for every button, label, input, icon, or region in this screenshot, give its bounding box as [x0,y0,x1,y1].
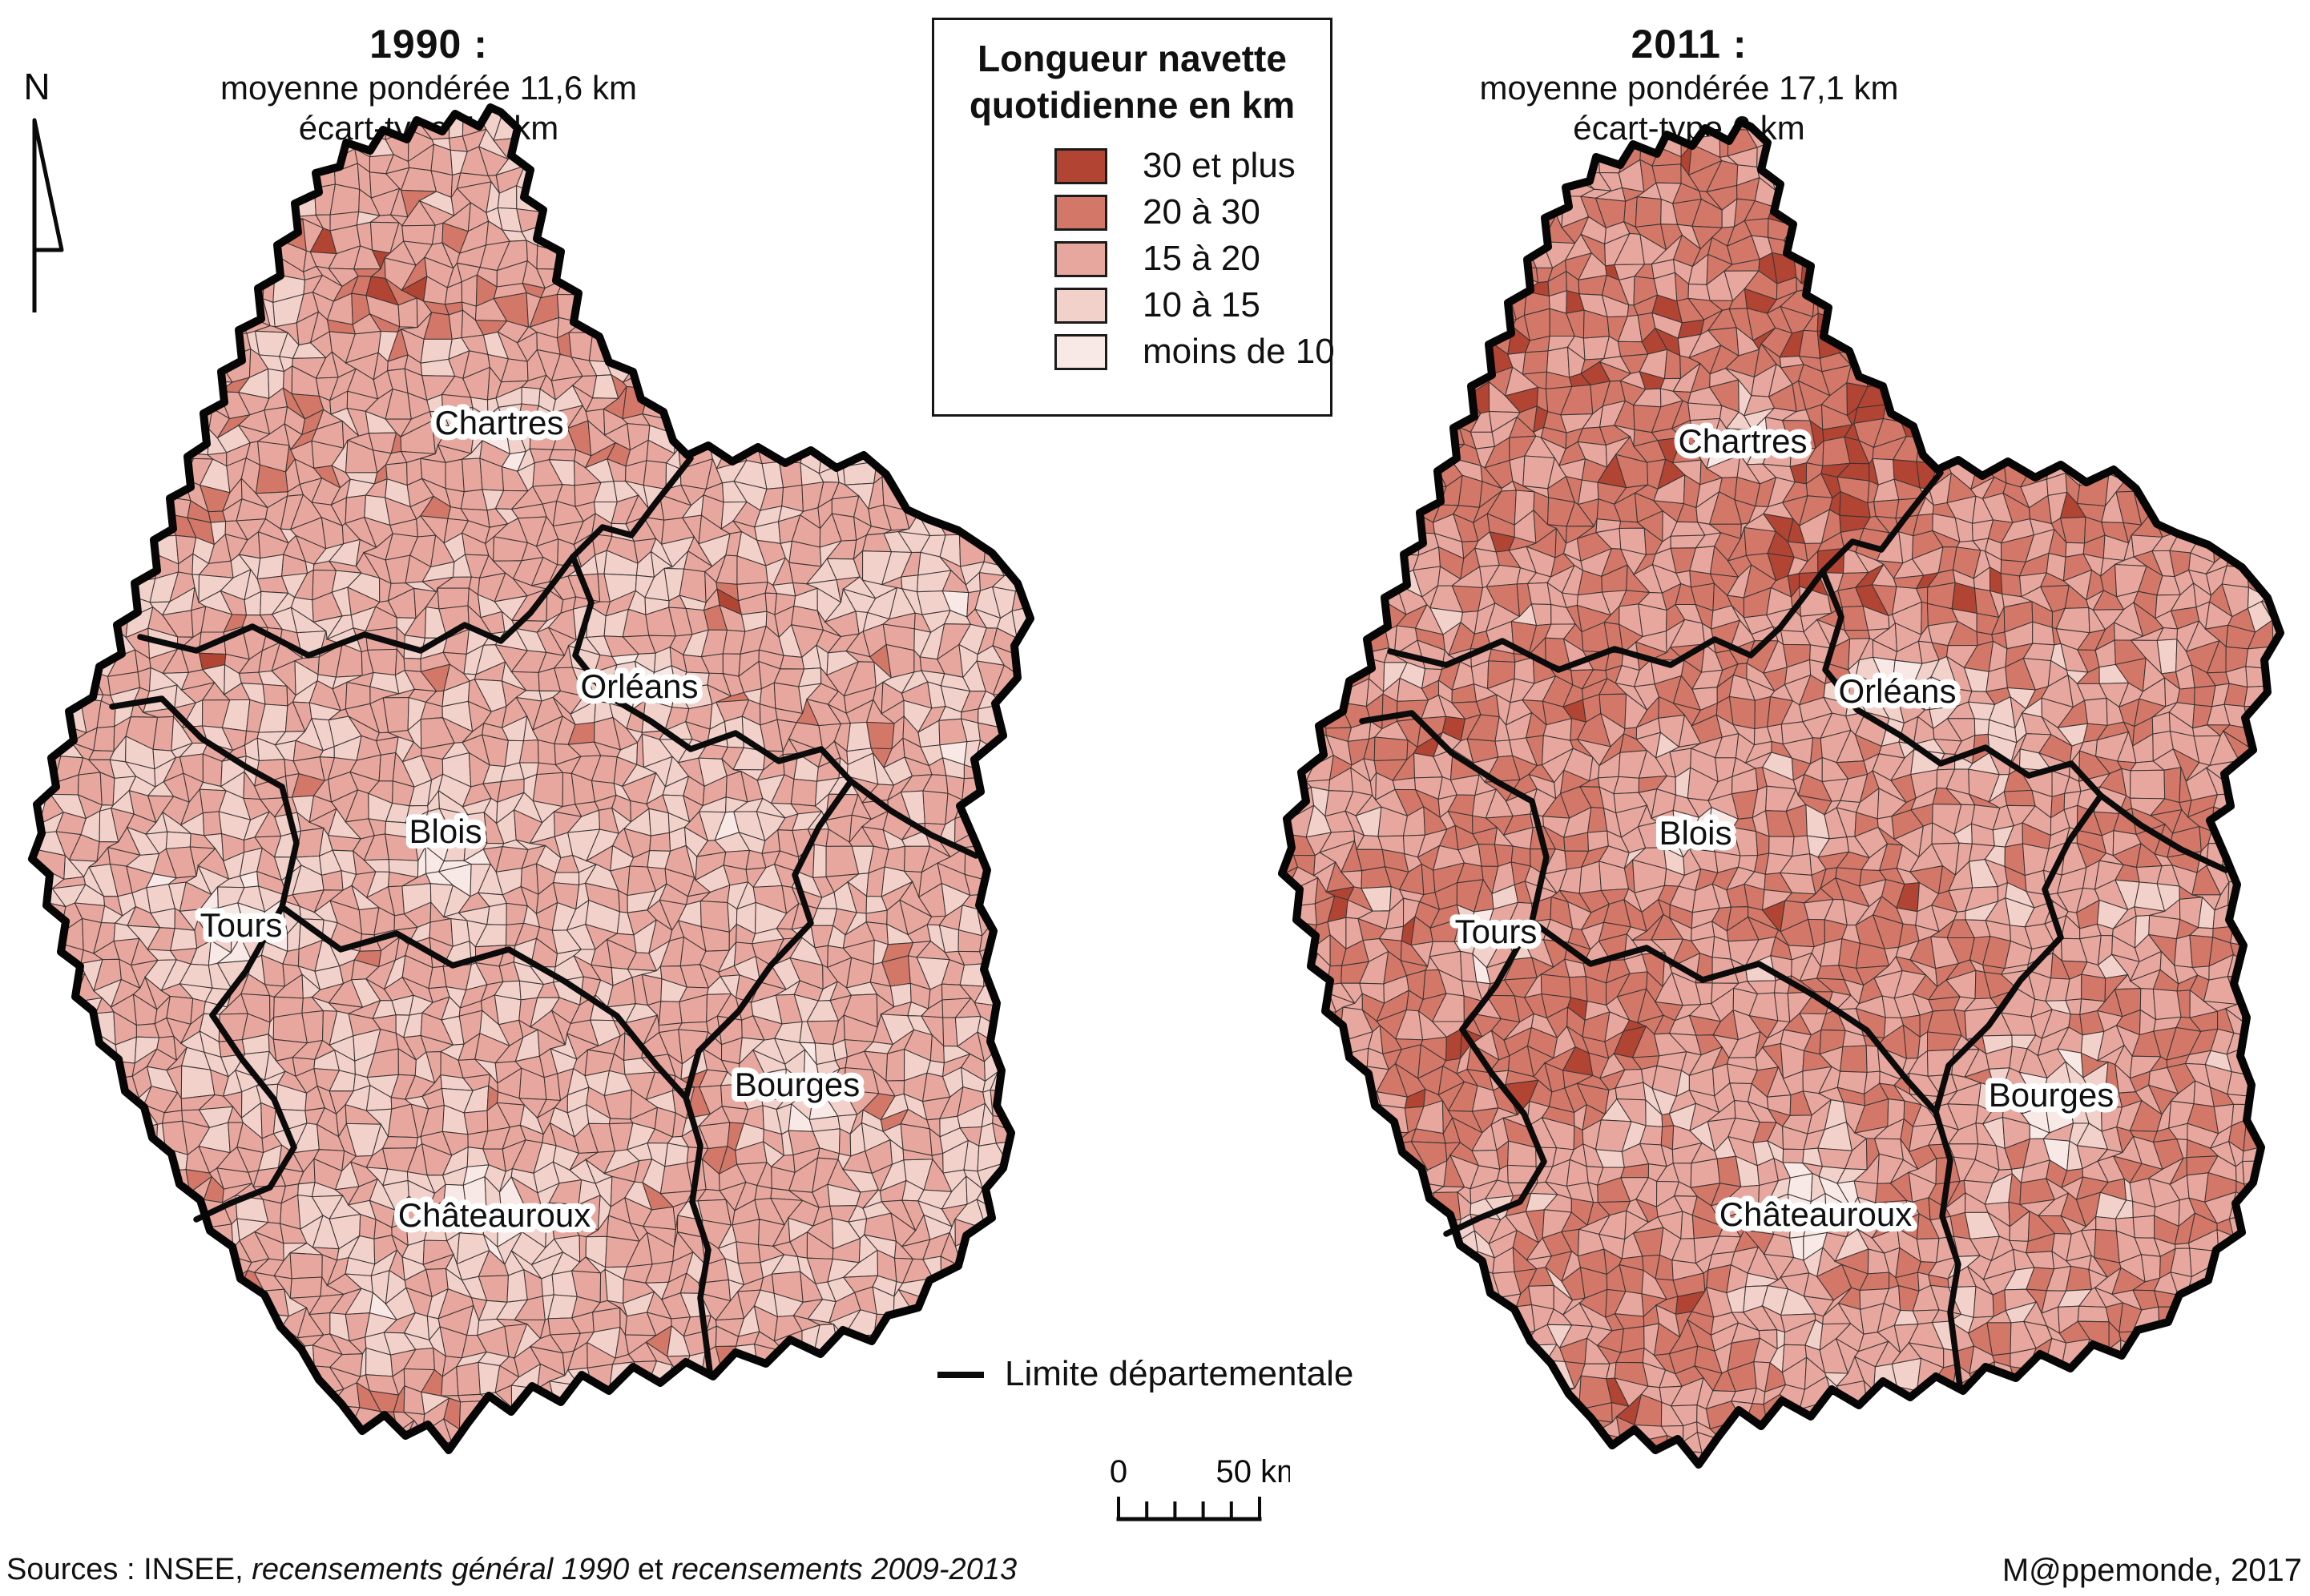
city-label-tours: Tours [1455,913,1538,950]
scale-bar: 0 50 km [1110,1454,1290,1521]
department-limit-label: Limite départementale [1005,1354,1354,1393]
department-borders [1359,470,2229,1389]
legend-title-line2: quotidienne en km [969,83,1296,126]
legend-row: moins de 10 [934,328,1335,375]
north-arrow-head [32,118,64,252]
city-label-bourges: Bourges [1989,1076,2114,1114]
city-label-chartres: Chartres [1678,422,1807,460]
scale-baseline [1116,1517,1262,1521]
city-label-chateauroux: Châteauroux [398,1196,591,1234]
commune-mosaic [1282,122,2280,1465]
legend-swatch-3 [1054,287,1107,324]
legend-class-label: 10 à 15 [1143,285,1260,324]
scale-zero-label: 0 [1110,1454,1127,1489]
city-label-orleans: Orléans [580,667,698,705]
north-arrow-label: N [23,66,50,107]
region-outline [28,103,1034,1454]
legend-swatch-1 [1054,194,1107,231]
city-labels: Chartres Orléans Blois Tours Bourges Châteaur… [195,398,866,1239]
title-year-1990: 1990 : [369,22,488,66]
scale-ticks [1117,1497,1261,1521]
department-limit-symbol [937,1372,984,1378]
sources-census-1990: recensements général 1990 [252,1553,630,1586]
legend-box: Longueur navette quotidienne en km 30 et… [932,18,1335,417]
legend-swatch-2 [1054,240,1107,277]
legend-row: 15 à 20 [934,236,1330,282]
city-label-bourges: Bourges [735,1066,860,1103]
legend-title-line1: Longueur navette [978,38,1287,79]
legend-swatch-0 [1054,147,1107,184]
legend-row: 10 à 15 [934,282,1330,328]
credit-note: M@ppemonde, 2017 [2002,1553,2302,1588]
title-mean-2011: moyenne pondérée 17,1 km [1479,69,1899,107]
city-label-chateauroux: Châteauroux [1719,1195,1913,1233]
legend-class-label: 20 à 30 [1143,192,1260,232]
legend-class-label: 15 à 20 [1143,239,1260,278]
city-label-blois: Blois [409,812,482,850]
city-labels: Chartres Orléans Blois Tours Bourges Châteaur… [1449,417,2120,1239]
map-title-2011: 2011 : moyenne pondérée 17,1 km écart-ty… [1409,21,1969,147]
legend-swatch-4 [1054,333,1107,370]
department-borders [109,455,979,1375]
legend-row: 30 et plus [934,143,1330,189]
legend-row: 20 à 30 [934,189,1330,236]
city-label-chartres: Chartres [434,404,563,441]
legend-rows: 30 et plus 20 à 30 15 à 20 10 à 15 moins de … [934,143,1335,375]
sources-census-2009: recensements 2009-2013 [671,1553,1018,1586]
region-outline [1278,118,2284,1469]
scale-end-label: 50 km [1216,1454,1290,1489]
sources-prefix: Sources : INSEE, [6,1553,252,1586]
city-label-blois: Blois [1659,814,1731,852]
title-year-2011: 2011 : [1631,22,1748,66]
sources-note: Sources : INSEE, recensements général 19… [6,1553,1017,1587]
legend-title: Longueur navette quotidienne en km [934,36,1330,128]
city-label-tours: Tours [200,906,283,944]
title-mean-1990: moyenne pondérée 11,6 km [220,69,637,107]
legend-class-label: moins de 10 [1143,332,1335,371]
legend-class-label: 30 et plus [1143,146,1296,185]
north-arrow: N [23,66,64,312]
city-label-orleans: Orléans [1838,672,1956,710]
sources-et: et [629,1553,672,1586]
